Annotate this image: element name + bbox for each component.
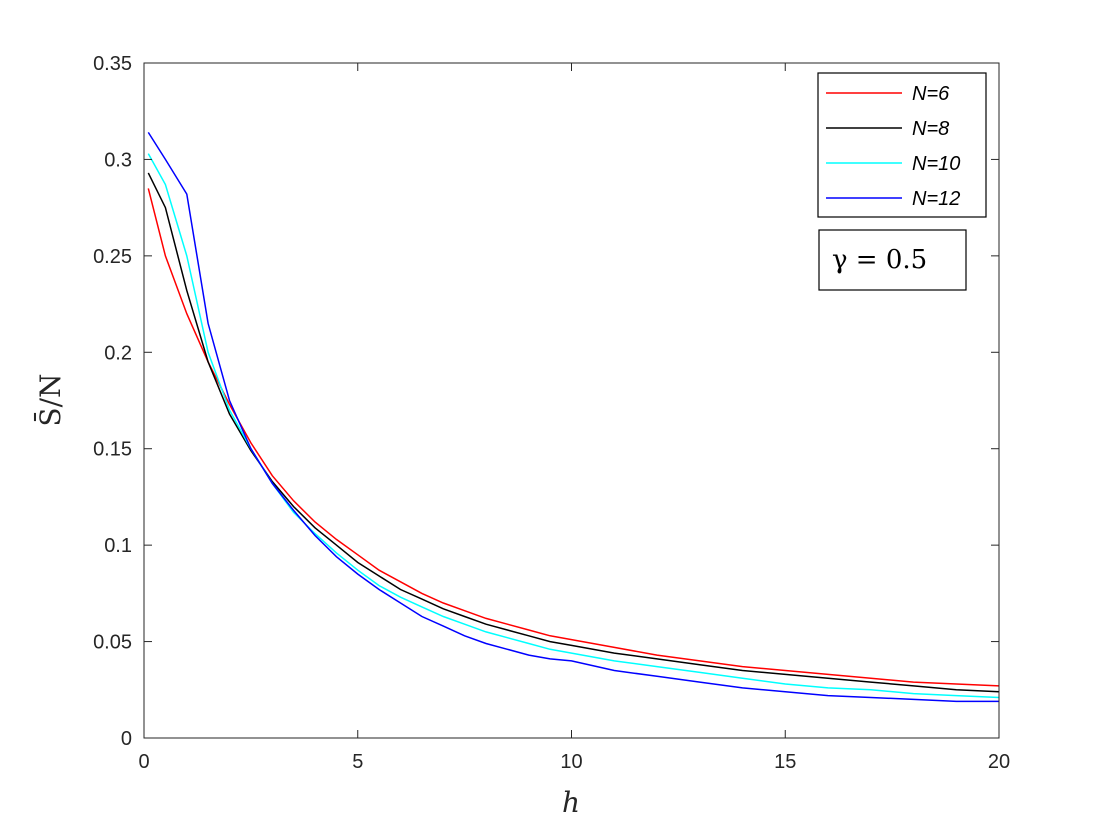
series-line-n-6: [147, 188, 1000, 687]
y-axis-title: S̄/N: [33, 373, 67, 426]
y-tick-label: 0: [121, 728, 132, 750]
y-tick-label: 0.2: [104, 342, 132, 364]
legend: N=6 N=8 N=10 N=12: [817, 72, 987, 218]
label-layer: 0 5 10 15 20 0 0.05 0.1 0.15 0.2 0.25 0.3 0.35: [93, 53, 1010, 773]
legend-label: N=6: [912, 83, 950, 105]
series-layer: [147, 131, 1000, 703]
y-tick-label: 0.1: [104, 535, 132, 557]
legend-label: N=8: [912, 118, 949, 140]
series-line-n-8: [147, 172, 1000, 693]
y-tick-label: 0.3: [104, 149, 132, 171]
y-tick-label: 0.35: [93, 53, 132, 75]
x-tick-label: 10: [560, 751, 582, 773]
x-tick-label: 20: [988, 751, 1010, 773]
x-tick-label: 0: [138, 751, 149, 773]
x-axis-title: h: [562, 786, 580, 819]
y-tick-label: 0.15: [93, 439, 132, 461]
tick-layer: [143, 62, 1000, 739]
x-tick-label: 15: [774, 751, 796, 773]
annotation-text: γ = 0.5: [832, 245, 927, 275]
x-tick-label: 5: [352, 751, 363, 773]
legend-label: N=12: [912, 188, 960, 210]
annotation-box: [818, 229, 967, 291]
series-line-n-12: [147, 131, 999, 703]
annotation: γ = 0.5: [818, 229, 967, 291]
legend-entries: N=6 N=8 N=10 N=12: [826, 83, 960, 210]
legend-label: N=10: [912, 153, 960, 175]
legend-box: [817, 72, 987, 218]
y-tick-label: 0.05: [93, 632, 132, 654]
y-tick-label: 0.25: [93, 246, 132, 268]
